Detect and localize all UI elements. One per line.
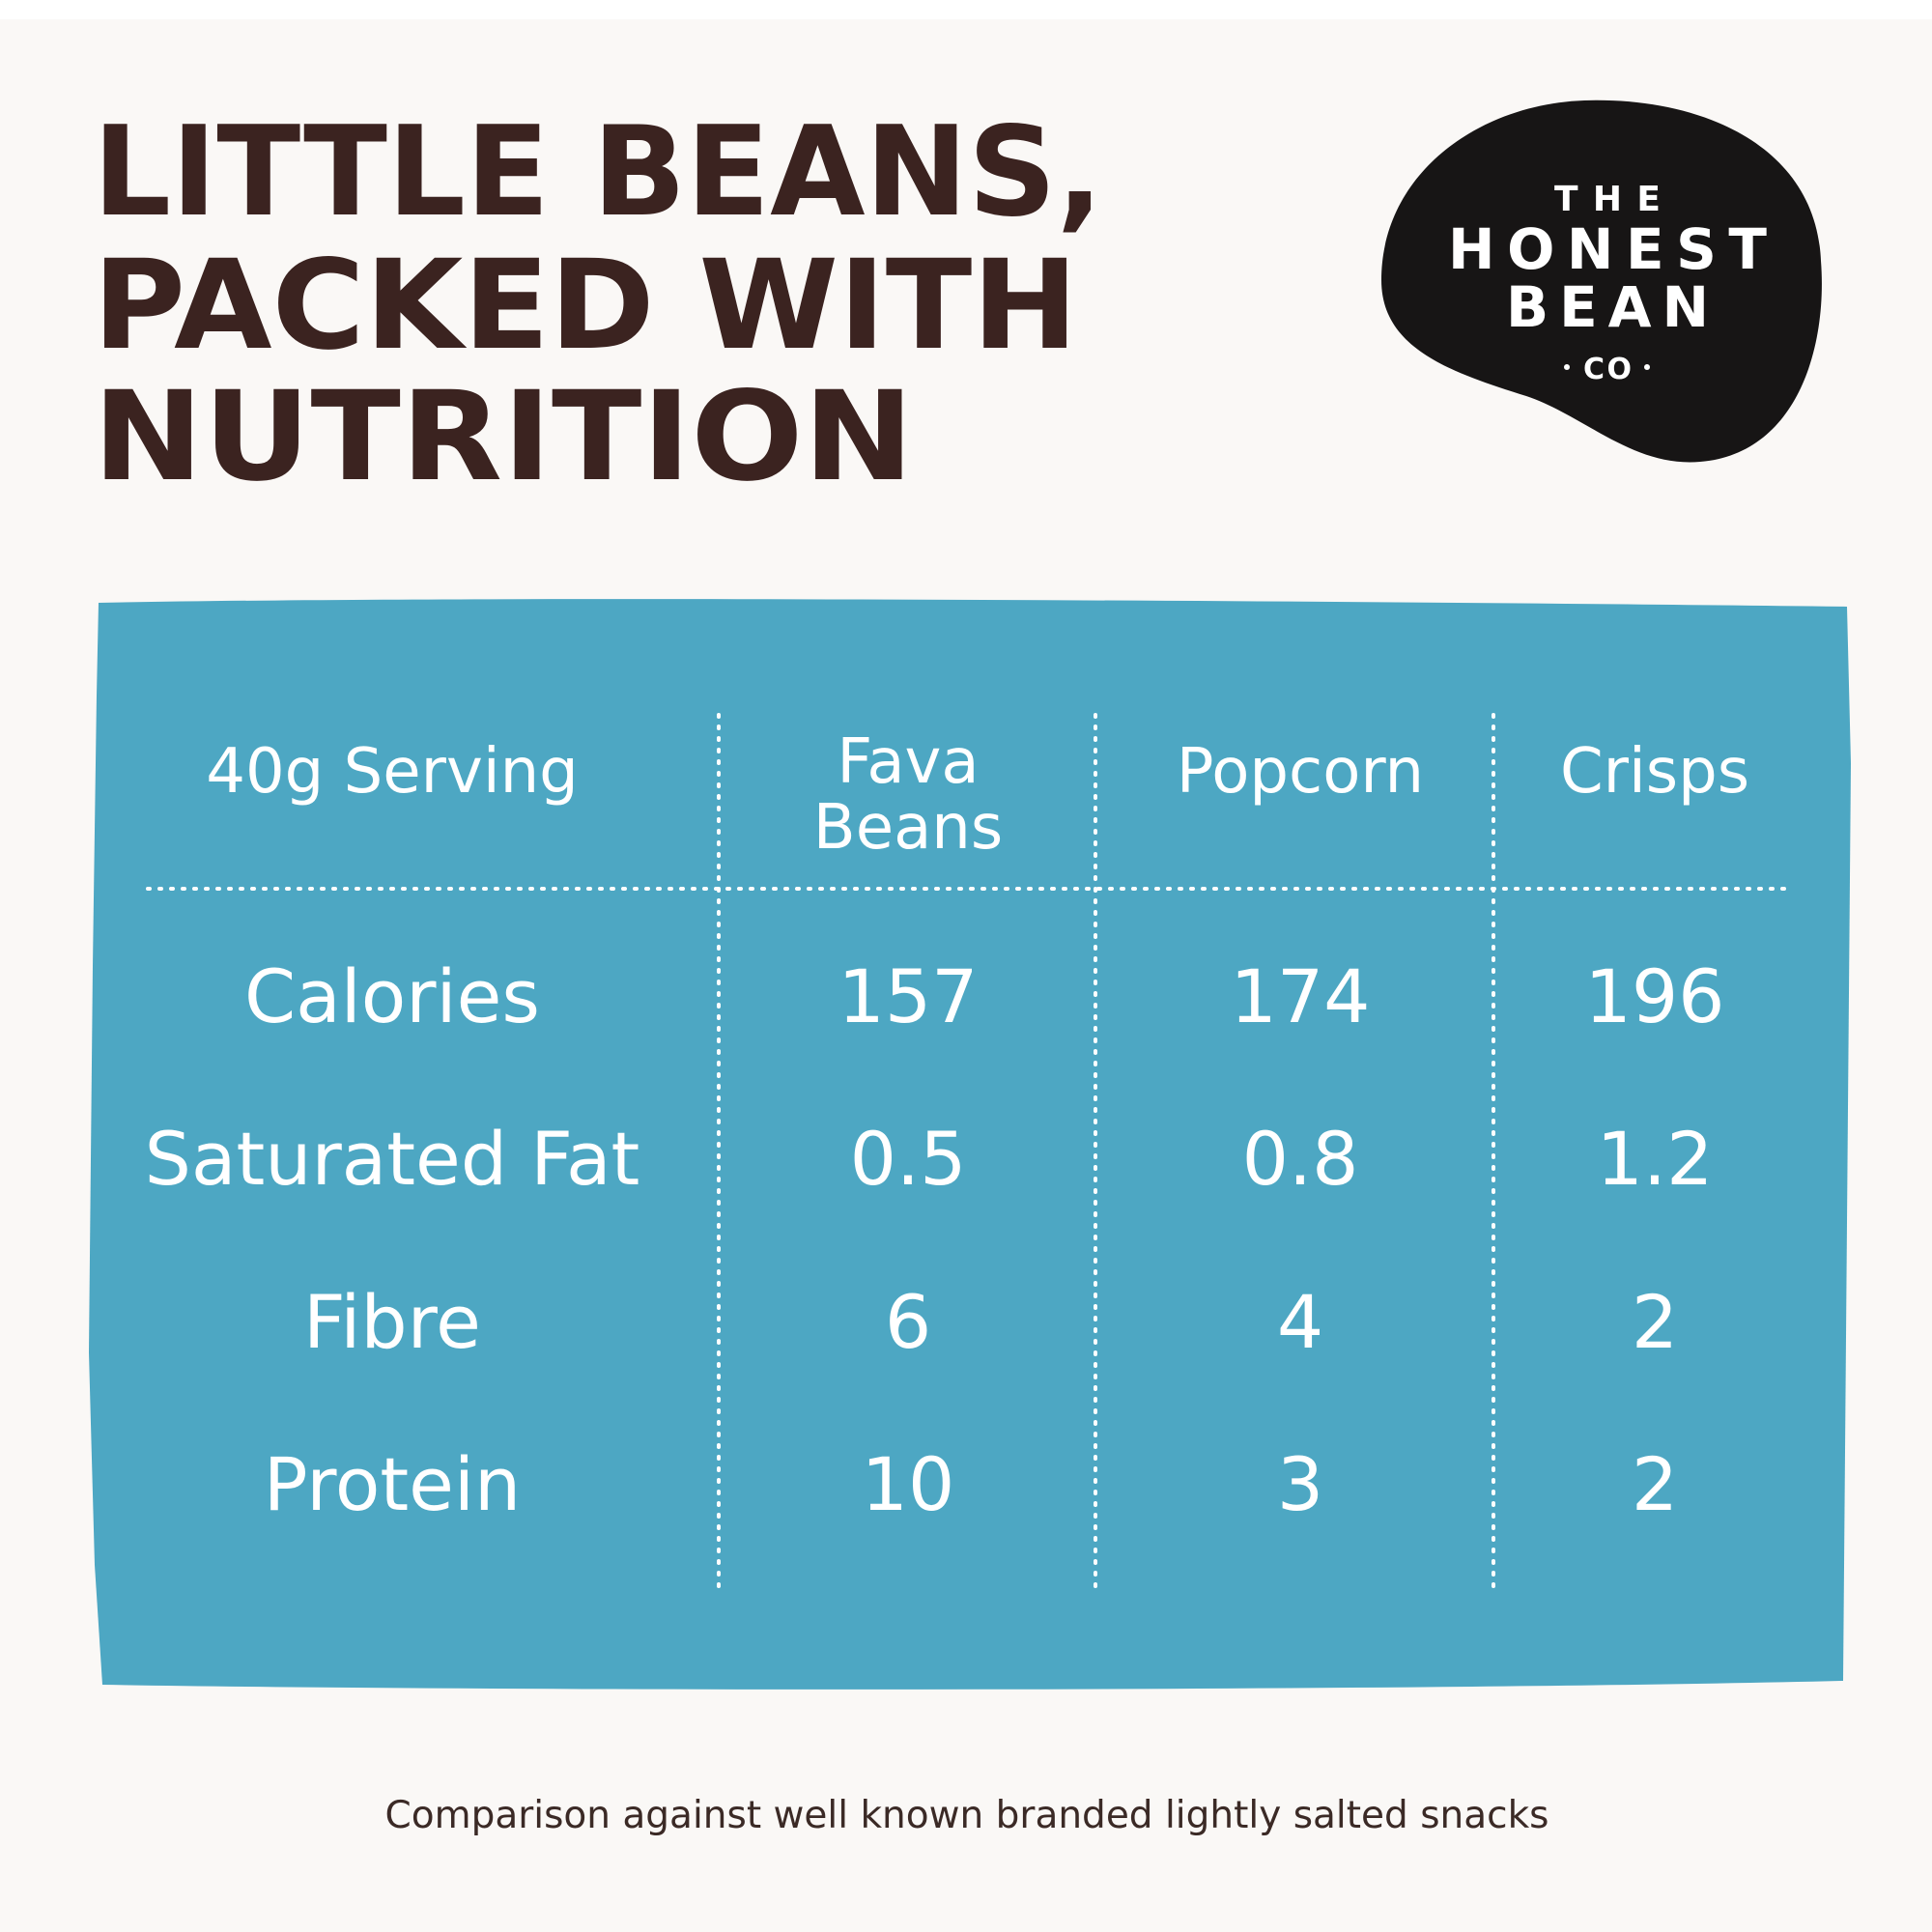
cell-value: 4: [1277, 1279, 1323, 1365]
cell-value: 174: [1230, 953, 1370, 1039]
row-label: Protein: [264, 1441, 521, 1527]
row-label: Fibre: [303, 1279, 481, 1365]
row-label: Saturated Fat: [145, 1116, 640, 1202]
column-header: Crisps: [1560, 736, 1749, 808]
title-line: PACKED WITH: [93, 234, 1078, 378]
cell-value: 0.8: [1242, 1116, 1359, 1202]
logo-text: BEAN: [1506, 274, 1709, 340]
row-label: Calories: [244, 953, 540, 1039]
column-header: Fava: [837, 726, 979, 798]
cell-value: 3: [1277, 1441, 1323, 1527]
logo-text: CO: [1583, 353, 1632, 386]
cell-value: 10: [862, 1441, 955, 1527]
cell-value: 196: [1584, 953, 1724, 1039]
logo-dot: [1564, 364, 1570, 370]
cell-value: 1.2: [1597, 1116, 1714, 1202]
column-header: Beans: [813, 792, 1003, 864]
cell-value: 2: [1632, 1441, 1678, 1527]
logo-text: THE: [1554, 180, 1661, 219]
title-line: LITTLE BEANS,: [93, 100, 1103, 244]
cell-value: 157: [838, 953, 978, 1039]
footnote: Comparison against well known branded li…: [385, 1794, 1549, 1837]
table-panel: [89, 599, 1851, 1690]
column-header: Popcorn: [1177, 736, 1424, 808]
logo-blob: [1381, 99, 1822, 463]
dividers: [146, 713, 1789, 1591]
title-line: NUTRITION: [93, 365, 914, 509]
cell-value: 6: [885, 1279, 931, 1365]
column-header: 40g Serving: [206, 736, 579, 808]
cell-value: 0.5: [850, 1116, 967, 1202]
cell-value: 2: [1632, 1279, 1678, 1365]
logo-dot: [1644, 364, 1650, 370]
